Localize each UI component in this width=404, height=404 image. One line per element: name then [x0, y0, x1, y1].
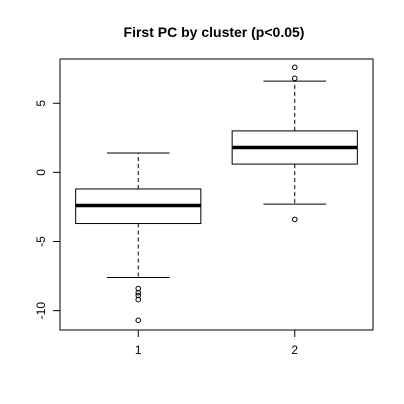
box-group-2	[231, 64, 358, 223]
y-axis: 5 0 -5 -10	[34, 100, 61, 320]
x-tick-label: 2	[291, 343, 298, 357]
outlier-point	[135, 296, 142, 303]
outlier-point	[291, 216, 298, 223]
y-tick-label: -5	[34, 236, 48, 247]
outlier-point	[291, 64, 298, 71]
boxes-layer	[75, 64, 358, 324]
y-tick-label: -10	[34, 302, 48, 320]
box-group-1	[75, 152, 202, 324]
outlier-point	[135, 289, 142, 296]
y-tick-label: 0	[34, 169, 48, 176]
outlier-point	[135, 317, 142, 324]
outlier-point	[291, 75, 298, 82]
y-tick-label: 5	[34, 100, 48, 107]
chart-title: First PC by cluster (p<0.05)	[124, 24, 305, 40]
x-tick-label: 1	[135, 343, 142, 357]
